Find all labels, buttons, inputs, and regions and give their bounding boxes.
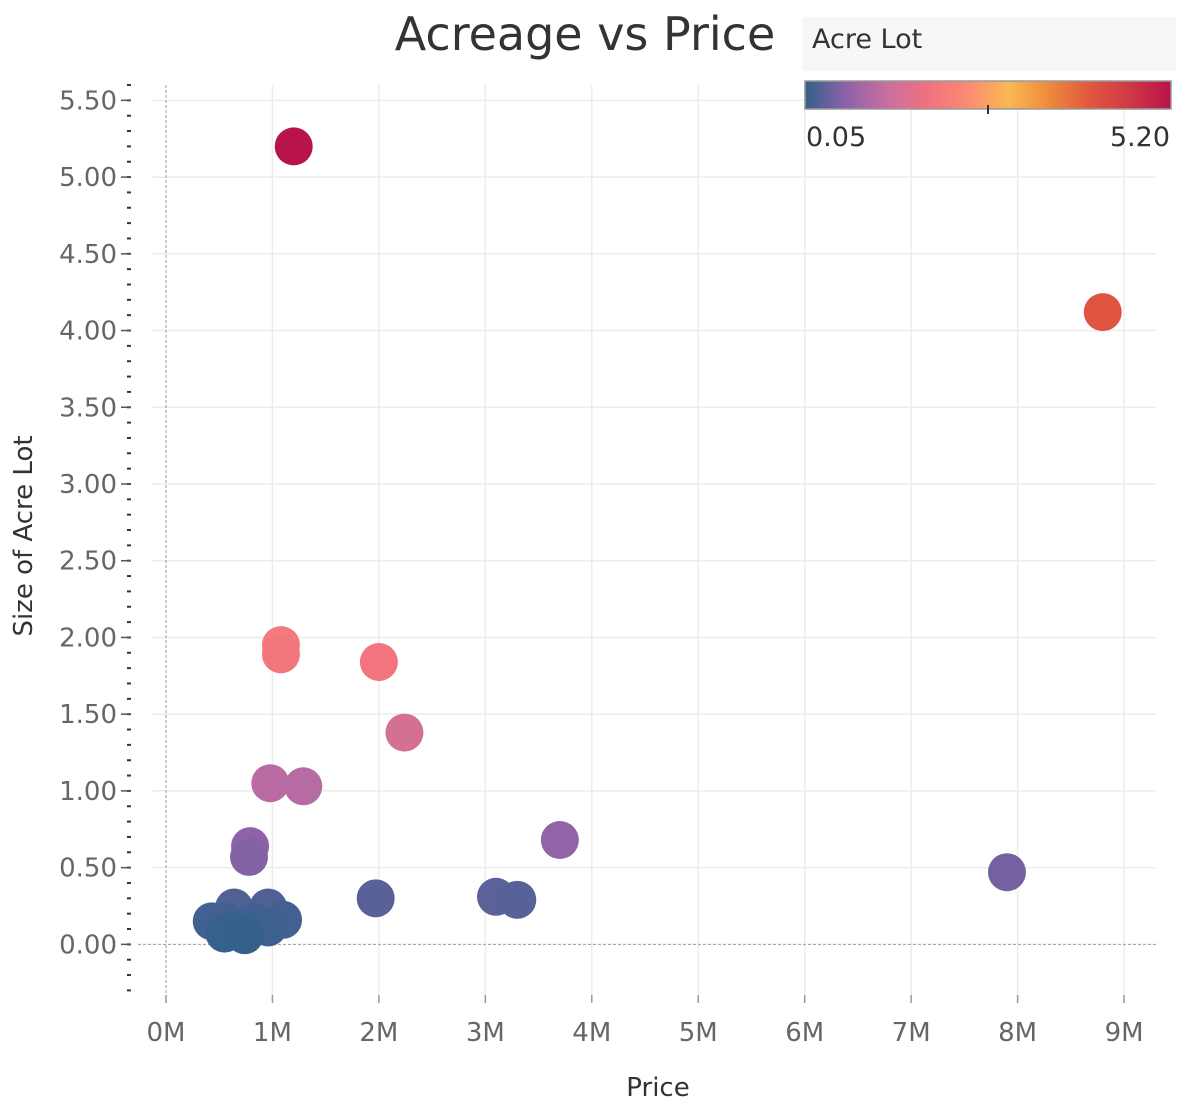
chart-title: Acreage vs Price (395, 7, 776, 61)
x-tick-label: 2M (359, 1018, 398, 1048)
data-point[interactable] (359, 642, 398, 681)
axes (121, 84, 1156, 1003)
data-point[interactable] (230, 837, 269, 876)
y-tick-label: 4.50 (59, 240, 117, 270)
x-tick-label: 9M (1105, 1018, 1144, 1048)
x-tick-label: 4M (572, 1018, 611, 1048)
x-tick-label: 1M (253, 1018, 292, 1048)
y-tick-label: 3.00 (59, 470, 117, 500)
x-tick-label: 3M (466, 1018, 505, 1048)
data-point[interactable] (251, 764, 290, 803)
y-tick-label: 4.00 (59, 317, 117, 347)
y-tick-label: 5.00 (59, 163, 117, 193)
legend-gradient-bar (804, 80, 1172, 110)
y-tick-label: 5.50 (59, 86, 117, 116)
legend-title-box (802, 17, 1176, 71)
legend-title: Acre Lot (812, 24, 922, 55)
data-point[interactable] (540, 821, 579, 860)
data-point[interactable] (284, 767, 323, 806)
data-point[interactable] (274, 127, 313, 166)
data-point[interactable] (498, 880, 537, 919)
x-tick-label: 0M (146, 1018, 185, 1048)
y-tick-label: 0.00 (59, 930, 117, 960)
data-point[interactable] (356, 879, 395, 918)
y-axis-tick-labels: 0.00 0.50 1.00 1.50 2.00 2.50 3.00 3.50 4.00 4.50… (59, 86, 117, 960)
y-tick-label: 3.50 (59, 393, 117, 423)
y-axis-title: Size of Acre Lot (9, 435, 39, 636)
data-point[interactable] (225, 916, 264, 955)
x-tick-label: 7M (892, 1018, 931, 1048)
data-point[interactable] (385, 713, 424, 752)
color-legend: Acre Lot 0.05 5.20 (802, 17, 1176, 153)
data-point[interactable] (261, 635, 300, 674)
y-tick-label: 2.00 (59, 623, 117, 653)
y-tick-label: 1.50 (59, 700, 117, 730)
x-tick-label: 6M (785, 1018, 824, 1048)
x-tick-label: 5M (679, 1018, 718, 1048)
y-tick-label: 2.50 (59, 547, 117, 577)
data-point[interactable] (987, 853, 1026, 892)
grid (152, 85, 1156, 995)
x-tick-label: 8M (998, 1018, 1037, 1048)
legend-min-label: 0.05 (806, 122, 866, 153)
data-points (192, 127, 1122, 955)
x-axis-title: Price (626, 1073, 689, 1103)
x-axis-tick-labels: 0M 1M 2M 3M 4M 5M 6M 7M 8M 9M (146, 1018, 1143, 1048)
legend-max-label: 5.20 (1110, 122, 1170, 153)
y-tick-label: 1.00 (59, 777, 117, 807)
data-point[interactable] (1083, 293, 1122, 332)
y-tick-label: 0.50 (59, 854, 117, 884)
